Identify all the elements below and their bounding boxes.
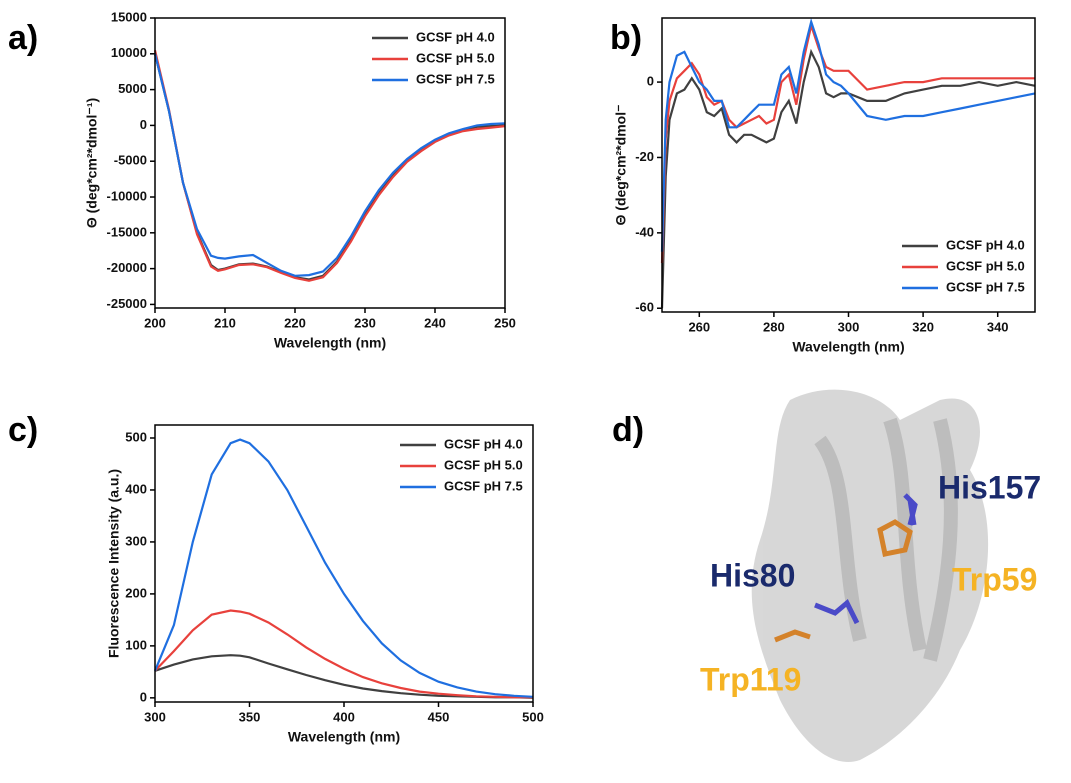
x-tick-label: 230 (354, 315, 376, 330)
y-tick-label: 300 (125, 533, 147, 548)
panel-label: d) (612, 411, 644, 449)
y-tick-label: 10000 (111, 45, 147, 60)
legend-label: GCSF pH 4.0 (444, 436, 523, 451)
legend-label: GCSF pH 4.0 (416, 29, 495, 44)
protein-structure (751, 389, 989, 762)
x-tick-label: 280 (763, 319, 785, 334)
legend-label: GCSF pH 5.0 (946, 258, 1025, 273)
legend-label: GCSF pH 4.0 (946, 237, 1025, 252)
y-tick-label: 0 (647, 74, 654, 89)
y-tick-label: -15000 (107, 224, 147, 239)
series-line (153, 53, 506, 277)
series-line (660, 17, 1036, 252)
y-tick-label: 5000 (118, 81, 147, 96)
x-tick-label: 210 (214, 315, 236, 330)
series-line (154, 609, 533, 699)
series-line (153, 438, 534, 698)
y-tick-label: -20000 (107, 260, 147, 275)
x-tick-label: 260 (688, 319, 710, 334)
x-tick-label: 340 (987, 319, 1009, 334)
y-tick-label: -10000 (107, 188, 147, 203)
residue-label: Trp59 (952, 561, 1037, 597)
series-line (153, 53, 506, 281)
legend-label: GCSF pH 5.0 (416, 50, 495, 65)
series-line (153, 49, 506, 282)
panel-label: a) (8, 19, 38, 57)
y-tick-label: -5000 (114, 153, 147, 168)
y-tick-label: 0 (140, 117, 147, 132)
x-tick-label: 250 (494, 315, 516, 330)
y-tick-label: 100 (125, 637, 147, 652)
x-axis-label: Wavelength (nm) (792, 339, 904, 355)
y-tick-label: 400 (125, 481, 147, 496)
y-tick-label: -40 (635, 224, 654, 239)
panel-label: b) (610, 19, 642, 57)
residue-label: His80 (710, 557, 795, 593)
ribbon (751, 389, 989, 762)
y-tick-label: 0 (140, 689, 147, 704)
x-tick-label: 400 (333, 709, 355, 724)
plot-frame (154, 424, 534, 703)
trp119-stick (774, 629, 811, 643)
series-line (660, 21, 1035, 264)
x-tick-label: 350 (239, 709, 261, 724)
residue-label: Trp119 (700, 661, 801, 697)
his157-stick (903, 493, 918, 526)
x-axis-label: Wavelength (nm) (274, 335, 386, 351)
plot-frame (661, 17, 1036, 313)
y-tick-label: -25000 (107, 296, 147, 311)
x-tick-label: 320 (912, 319, 934, 334)
x-tick-label: 220 (284, 315, 306, 330)
plot-frame (154, 17, 506, 309)
x-tick-label: 450 (428, 709, 450, 724)
legend-label: GCSF pH 5.0 (444, 457, 523, 472)
series-line (660, 48, 1036, 309)
legend-label: GCSF pH 7.5 (946, 279, 1025, 294)
x-tick-label: 300 (144, 709, 166, 724)
residue-label: His157 (938, 469, 1041, 505)
x-tick-label: 500 (522, 709, 544, 724)
helix (814, 417, 958, 662)
his80-stick (814, 599, 860, 625)
y-tick-label: 500 (125, 429, 147, 444)
x-axis-label: Wavelength (nm) (288, 729, 400, 745)
y-axis-label: Fluorescence Intensity (a.u.) (106, 469, 122, 658)
panel-label: c) (8, 411, 38, 449)
y-tick-label: -20 (635, 149, 654, 164)
y-tick-label: -60 (635, 300, 654, 315)
x-tick-label: 240 (424, 315, 446, 330)
y-tick-label: 15000 (111, 9, 147, 24)
legend-label: GCSF pH 7.5 (416, 71, 495, 86)
trp59-stick (877, 519, 913, 557)
x-tick-label: 200 (144, 315, 166, 330)
y-axis-label: Θ (deg*cm²*dmol⁻ (613, 105, 629, 226)
legend-label: GCSF pH 7.5 (444, 478, 523, 493)
y-axis-label: Θ (deg*cm²*dmol⁻¹) (84, 98, 100, 228)
x-tick-label: 300 (838, 319, 860, 334)
y-tick-label: 200 (125, 585, 147, 600)
